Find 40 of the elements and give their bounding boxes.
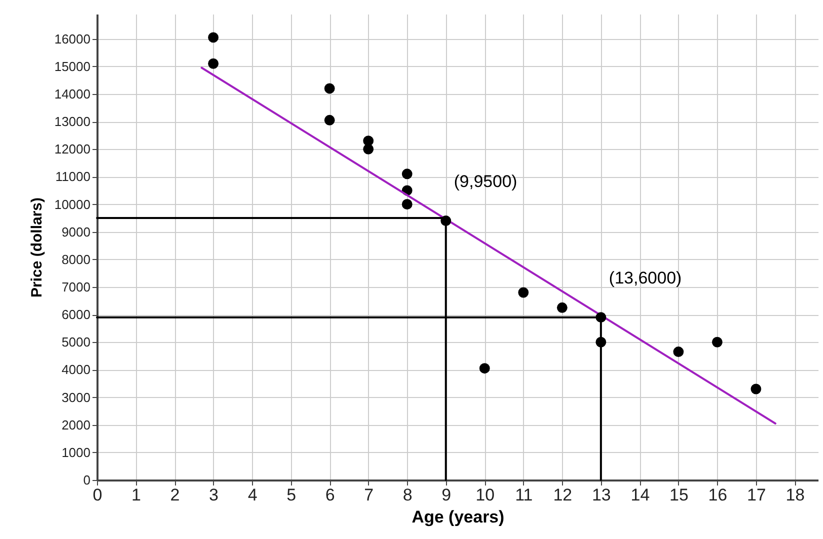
y-tick-label: 16000 bbox=[54, 31, 90, 46]
x-tick-label: 17 bbox=[747, 486, 766, 504]
y-tick-label: 9000 bbox=[62, 224, 90, 240]
x-tick-label: 18 bbox=[786, 486, 805, 504]
x-tick-label: 13 bbox=[592, 486, 611, 504]
y-tick-label: 8000 bbox=[62, 252, 90, 267]
x-tick-label: 11 bbox=[515, 486, 533, 504]
y-tick-label: 10000 bbox=[54, 196, 90, 212]
y-axis-title: Price (dollars) bbox=[28, 197, 46, 298]
x-tick-label: 14 bbox=[630, 486, 650, 504]
x-tick-label: 7 bbox=[364, 486, 374, 504]
y-tick-label: 2000 bbox=[62, 417, 90, 432]
y-tick-label: 14000 bbox=[54, 86, 90, 102]
x-tick-label: 9 bbox=[442, 486, 452, 504]
y-tick-label: 11000 bbox=[55, 169, 90, 184]
x-tick-label: 4 bbox=[248, 486, 258, 504]
x-tick-label: 1 bbox=[132, 486, 141, 504]
y-tick-label: 6000 bbox=[62, 307, 90, 322]
y-tick-label: 3000 bbox=[62, 390, 90, 405]
y-tick-label: 1000 bbox=[62, 444, 90, 460]
annotation: (9,9500) bbox=[454, 172, 518, 192]
y-tick-label: 4000 bbox=[62, 362, 90, 378]
x-tick-label: 2 bbox=[170, 486, 180, 504]
x-tick-label: 3 bbox=[209, 486, 219, 504]
x-tick-label: 6 bbox=[325, 486, 335, 504]
x-tick-label: 10 bbox=[476, 486, 495, 504]
y-tick-label: 5000 bbox=[62, 334, 90, 350]
x-tick-label: 8 bbox=[402, 486, 412, 504]
x-axis-title: Age (years) bbox=[412, 508, 504, 526]
y-tick-label: 0 bbox=[83, 472, 90, 488]
y-tick-label: 13000 bbox=[54, 114, 90, 130]
y-tick-label: 12000 bbox=[54, 142, 90, 157]
x-tick-label: 15 bbox=[669, 486, 688, 504]
y-tick-label: 15000 bbox=[54, 58, 90, 74]
y-tick-label: 7000 bbox=[62, 279, 90, 294]
annotation: (13,6000) bbox=[608, 268, 682, 288]
x-tick-label: 16 bbox=[708, 486, 728, 504]
x-tick-label: 5 bbox=[286, 486, 296, 504]
x-tick-label: 0 bbox=[92, 486, 102, 504]
x-tick-label: 12 bbox=[553, 486, 572, 504]
